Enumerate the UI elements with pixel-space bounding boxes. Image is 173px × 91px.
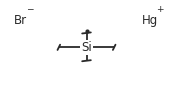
Text: Si: Si [81,41,92,54]
Text: Hg: Hg [142,14,158,26]
Text: +: + [156,5,163,14]
Text: Br: Br [14,14,27,26]
Text: −: − [26,5,34,14]
